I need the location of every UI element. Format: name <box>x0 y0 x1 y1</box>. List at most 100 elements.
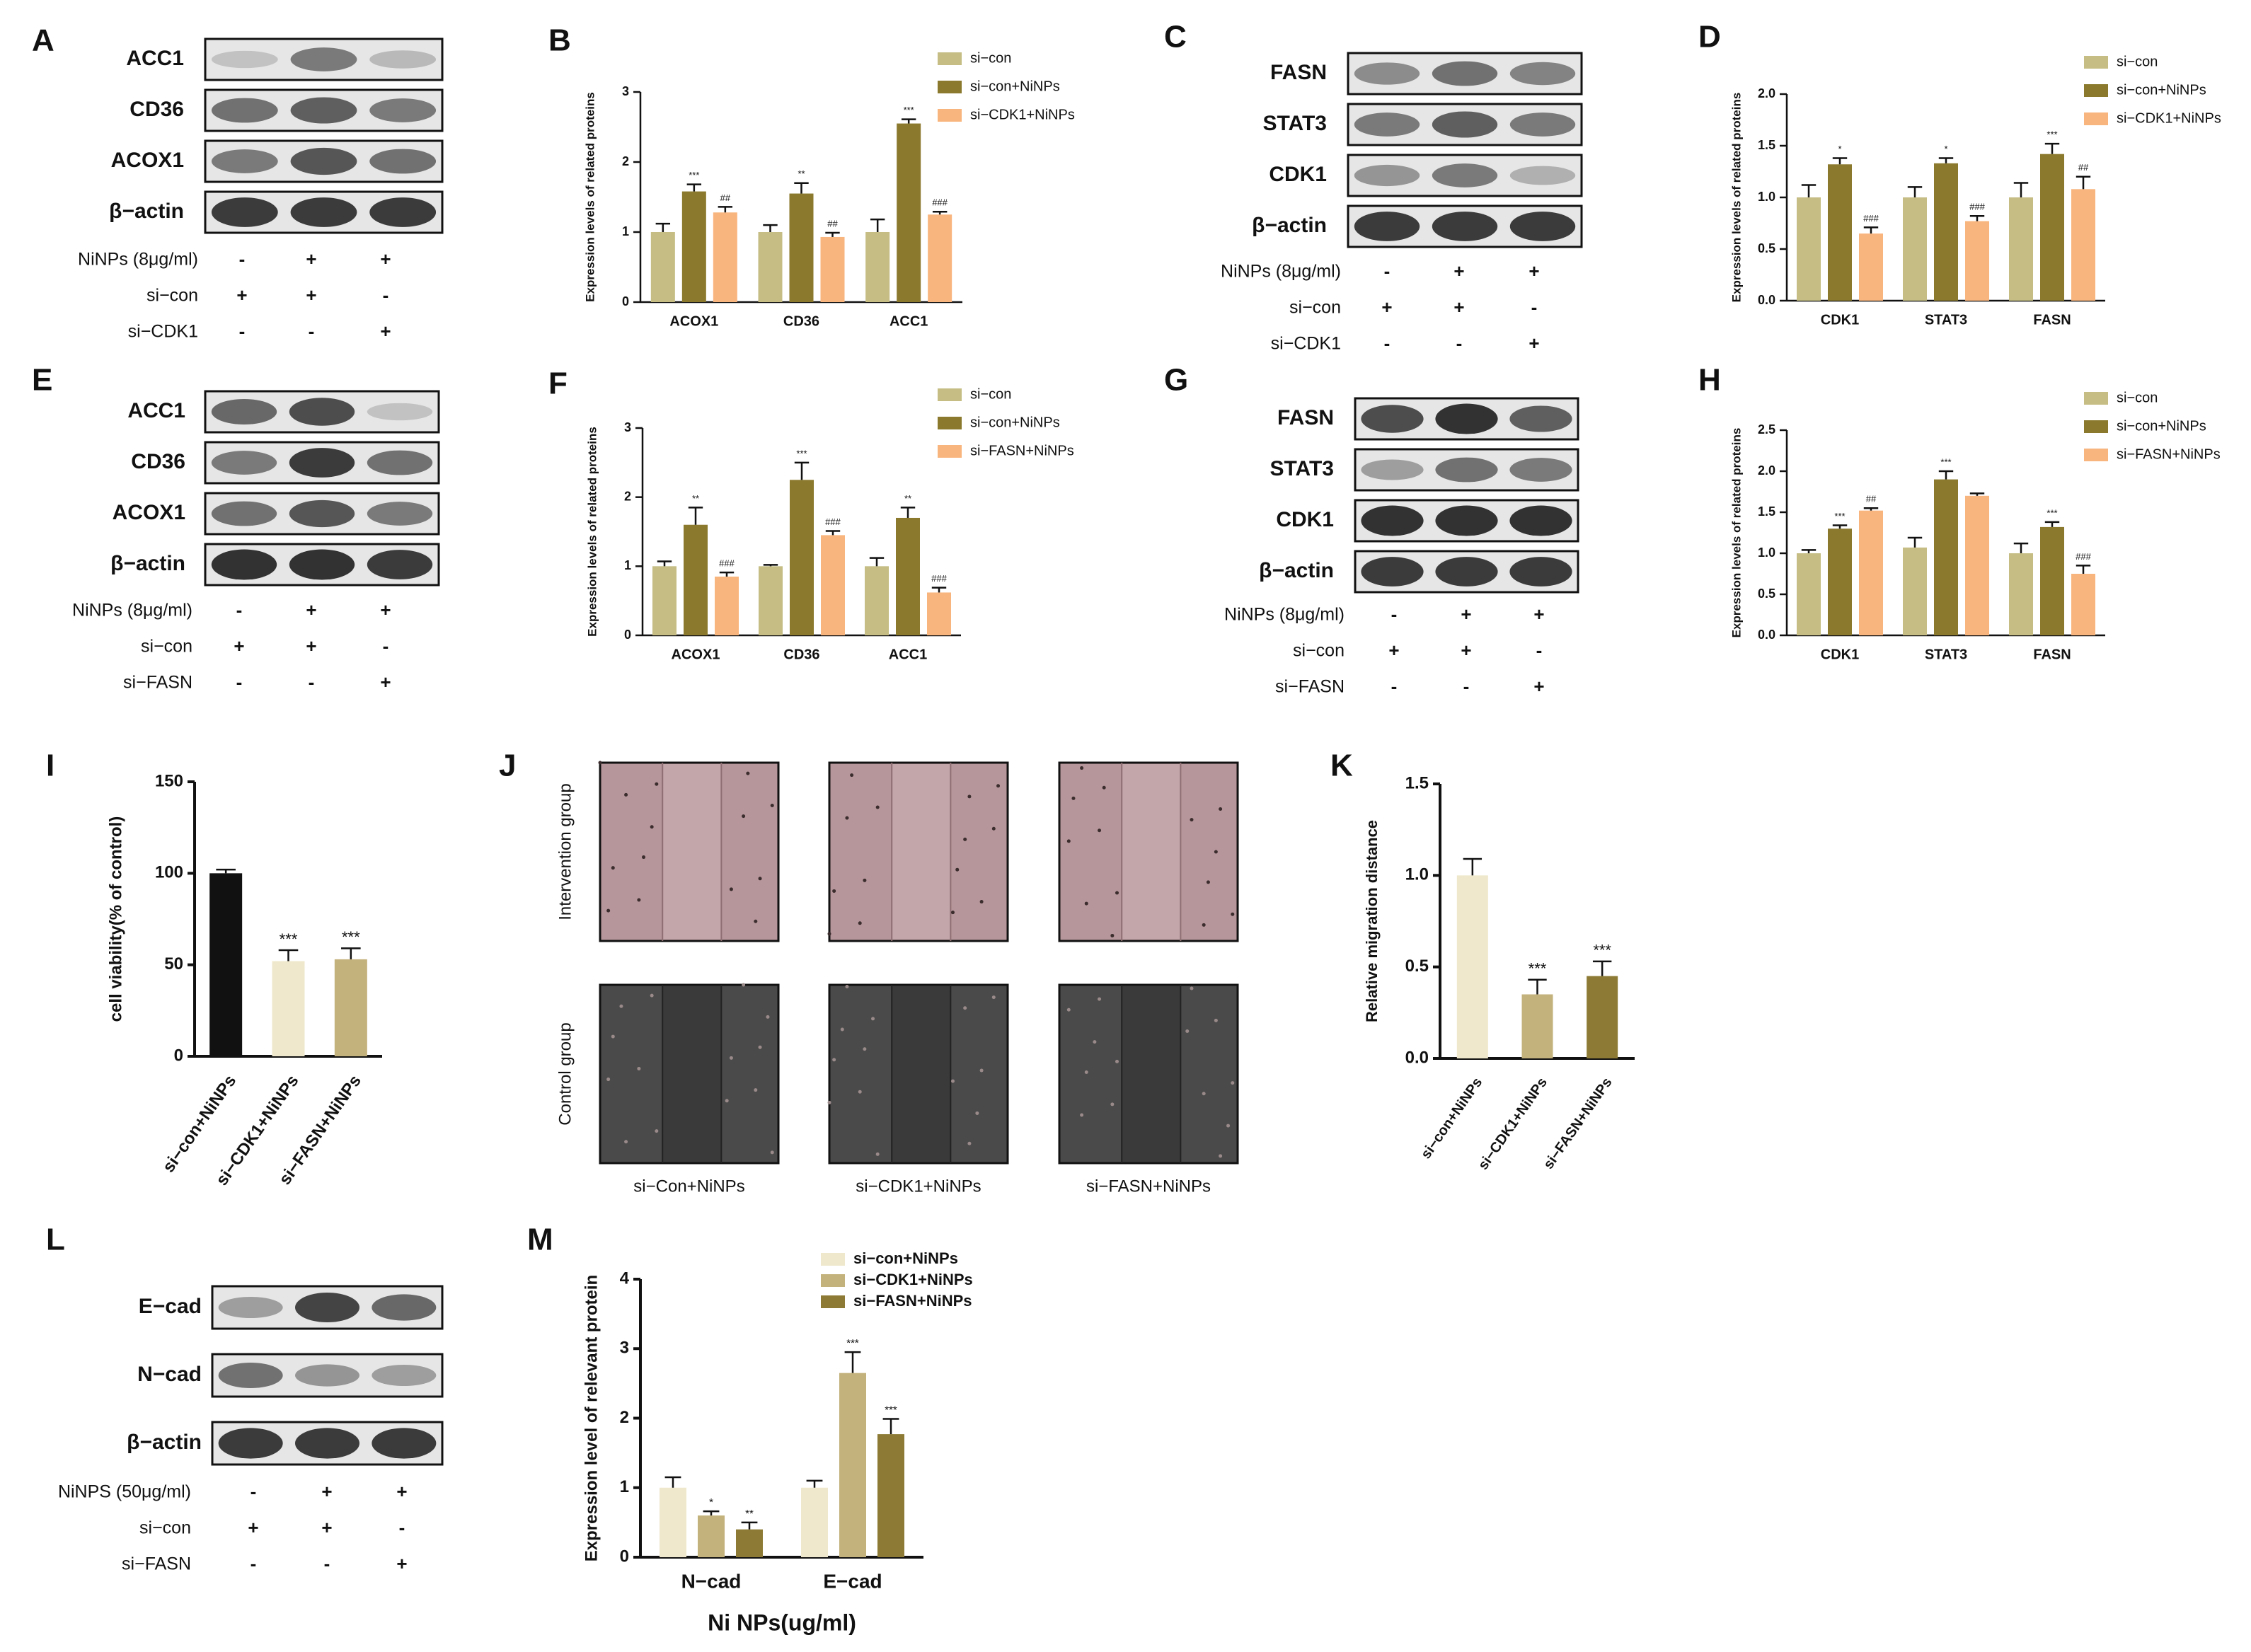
condition-sign: + <box>306 284 316 306</box>
blot-band <box>1361 459 1424 480</box>
condition-label: NiNPs (8μg/ml) <box>72 601 192 620</box>
significance-mark: ### <box>931 573 947 584</box>
condition-sign: + <box>321 1481 332 1502</box>
y-tick-label: 1.0 <box>1758 545 1775 560</box>
condition-sign: + <box>380 671 391 693</box>
cell-dot <box>598 761 602 765</box>
cell-dot <box>1110 1102 1115 1107</box>
western-blot-L: E−cad N−cad β−actin NiNPS (50μg/ml) - + + si−co… <box>58 1285 444 1574</box>
blot-label: CDK1 <box>1276 508 1334 531</box>
column-label: si−FASN+NiNPs <box>1086 1177 1211 1196</box>
y-tick-label: 1 <box>624 558 631 572</box>
cell-dot <box>624 792 628 797</box>
condition-label: NiNPs (8μg/ml) <box>1221 262 1341 282</box>
bar <box>877 1434 904 1557</box>
condition-sign: - <box>383 635 389 657</box>
cell-dot <box>1110 933 1115 937</box>
significance-mark: ### <box>1863 213 1879 224</box>
cell-dot <box>746 771 750 775</box>
blot-band <box>211 149 278 173</box>
legend-label: si−FASN+NiNPs <box>2117 446 2221 462</box>
condition-sign: + <box>321 1517 332 1538</box>
cell-dot <box>827 932 831 936</box>
condition-sign: + <box>380 248 391 270</box>
blot-band <box>1435 505 1498 536</box>
bar <box>272 961 305 1056</box>
cell-dot <box>840 1027 844 1032</box>
chart-K: 0.0 0.5 1.0 1.5 Relative migration distance s… <box>1363 773 1635 1173</box>
blot-band <box>1361 505 1424 536</box>
x-tick-label: CD36 <box>783 313 819 329</box>
legend-label: si−con <box>2117 54 2158 69</box>
x-tick-label: si−CDK1+NiNPs <box>1475 1075 1550 1172</box>
bar <box>1828 164 1852 301</box>
cell-dot <box>611 866 615 870</box>
significance-mark: *** <box>2046 129 2057 140</box>
blot-band <box>1361 557 1424 587</box>
y-tick-label: 2.0 <box>1758 463 1775 478</box>
cell-dot <box>1066 1007 1071 1012</box>
condition-sign: - <box>1384 260 1391 282</box>
blot-label: ACC1 <box>126 47 184 70</box>
legend-label: si−con+NiNPs <box>970 415 1060 430</box>
condition-sign: + <box>1533 676 1544 697</box>
y-axis-label: Expression levels of related proteins <box>585 427 599 637</box>
y-tick-label: 150 <box>155 771 183 790</box>
bar <box>865 566 889 635</box>
cell-dot <box>1098 997 1102 1001</box>
scratch-gap <box>1122 764 1181 940</box>
significance-mark: ### <box>1969 202 1985 212</box>
cell-dot <box>1190 986 1194 990</box>
panel-letter-K: K <box>1330 749 1353 783</box>
condition-sign: - <box>324 1553 330 1574</box>
cell-dot <box>758 877 762 881</box>
significance-mark: *** <box>904 105 914 115</box>
cell-dot <box>1206 880 1210 884</box>
cell-dot <box>975 1111 979 1115</box>
cell-dot <box>875 805 880 809</box>
y-tick-label: 0.5 <box>1758 241 1775 255</box>
bar <box>927 592 951 635</box>
blot-band <box>211 399 277 424</box>
blot-band <box>1509 112 1576 137</box>
y-tick-label: 1.5 <box>1758 138 1775 152</box>
significance-mark: ### <box>719 558 735 569</box>
cell-dot <box>655 1129 659 1133</box>
condition-sign: + <box>1453 260 1464 282</box>
x-tick-label: CDK1 <box>1821 312 1859 328</box>
chart-B: 0 1 2 3 Expression levels of related protein… <box>583 50 1074 329</box>
panel-letter-B: B <box>548 23 571 58</box>
cell-dot <box>871 1017 875 1021</box>
condition-sign: + <box>380 599 391 620</box>
condition-sign: - <box>239 320 246 342</box>
bar <box>652 566 677 635</box>
panel-letter-L: L <box>46 1223 65 1257</box>
scratch-gap <box>1122 986 1181 1162</box>
x-tick-label: ACOX1 <box>669 313 718 329</box>
condition-sign: - <box>309 320 315 342</box>
blot-label: ACOX1 <box>111 149 184 172</box>
significance-mark: * <box>709 1496 713 1508</box>
western-blot-G: FASN STAT3 CDK1 β−actin NiNPs (8μg/ml) - + + si−… <box>1224 397 1579 697</box>
condition-sign: - <box>1391 676 1398 697</box>
condition-sign: - <box>309 671 315 693</box>
bar <box>1828 528 1852 635</box>
cell-dot <box>832 889 836 893</box>
blot-band <box>1354 164 1420 187</box>
cell-dot <box>979 1068 984 1073</box>
legend-label: si−con <box>970 50 1011 66</box>
blot-label: β−actin <box>1252 214 1327 237</box>
condition-sign: - <box>1456 333 1463 354</box>
condition-label: NiNPs (8μg/ml) <box>78 250 198 270</box>
bar <box>1859 510 1883 635</box>
x-tick-label: ACOX1 <box>672 647 720 662</box>
chart-D: 0.0 0.5 1.0 1.5 2.0 Expression levels of rela… <box>1729 54 2221 328</box>
blot-band <box>1509 458 1572 482</box>
bar <box>789 193 814 302</box>
scratch-gap <box>662 764 722 940</box>
condition-sign: + <box>1381 296 1392 318</box>
cell-dot <box>1202 923 1206 927</box>
blot-band <box>290 47 357 71</box>
blot-label: β−actin <box>109 200 184 223</box>
